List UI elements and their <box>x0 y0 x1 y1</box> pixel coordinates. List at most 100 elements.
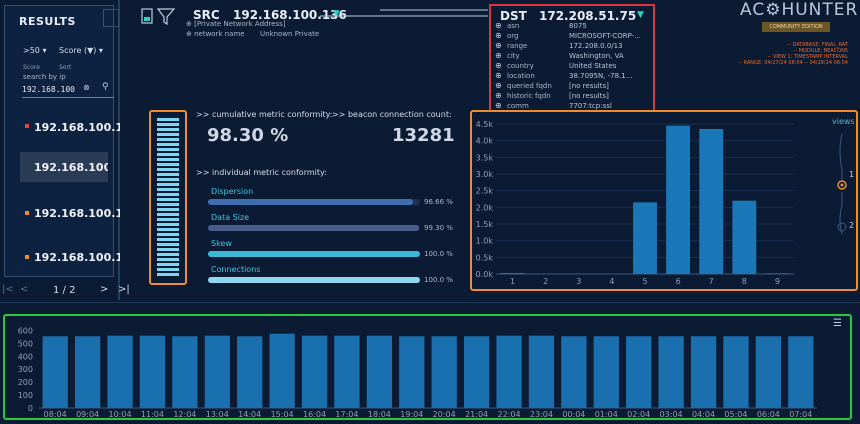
limit-caption: Score <box>23 64 40 71</box>
cumulative-value: 98.30 % <box>207 125 289 146</box>
timeline-bar <box>788 336 814 408</box>
x-tick-label: 02:04 <box>627 410 650 418</box>
expand-icon[interactable]: ⊕ <box>495 41 502 50</box>
expand-icon[interactable]: ⊕ <box>495 71 502 80</box>
src-label: SRC <box>193 8 220 22</box>
x-tick-label: 08:04 <box>44 410 67 418</box>
prev-page-icon[interactable]: < <box>20 284 29 295</box>
divider-line <box>0 302 860 303</box>
cumulative-meter-fill <box>157 118 179 276</box>
metric-label-connections: Connections <box>211 265 261 274</box>
results-title: RESULTS <box>19 15 76 28</box>
ip-search-input[interactable] <box>22 82 76 96</box>
dst-row-range: ⊕ range 172.208.0.0/13 <box>495 41 623 50</box>
sort-select[interactable]: Score (▼) ▾ <box>59 46 103 55</box>
timeline-bar <box>172 336 198 408</box>
cumulative-meter <box>149 110 187 285</box>
metric-fill <box>208 199 413 205</box>
last-page-icon[interactable]: >| <box>118 284 130 295</box>
metric-value-connections: 100.0 % <box>424 276 453 284</box>
search-icon[interactable]: ⚲ <box>102 82 109 92</box>
first-page-icon[interactable]: |< <box>2 284 14 295</box>
y-tick-label: 500 <box>18 339 33 348</box>
result-item-selected[interactable]: 192.168.100.136 <box>20 152 108 182</box>
result-marker-orange <box>25 211 29 215</box>
src-subtitle: ⊕ [Private Network Address] <box>186 20 286 28</box>
chevron-down-icon: ▾ <box>42 46 47 55</box>
ip-search-box: ⊗ ⚲ <box>22 80 114 98</box>
x-tick-label: 12:04 <box>173 410 196 418</box>
view-option-2[interactable]: 2 <box>849 221 855 230</box>
x-tick-label: 16:04 <box>303 410 326 418</box>
chevron-down-icon: ▾ <box>98 46 103 55</box>
x-tick-label: 23:04 <box>530 410 553 418</box>
results-collapse-button[interactable] <box>103 9 119 27</box>
sort-caption: Sort <box>59 64 72 71</box>
x-tick-label: 22:04 <box>498 410 521 418</box>
y-tick-label: 0 <box>28 404 33 413</box>
toolbar-icons <box>141 8 176 26</box>
x-tick-label: 17:04 <box>335 410 358 418</box>
individual-label: >> individual metric conformity: <box>196 168 327 177</box>
expand-icon[interactable]: ⊕ <box>495 21 502 30</box>
timeline-bar <box>107 335 133 408</box>
x-tick-label: 10:04 <box>109 410 132 418</box>
src-header-rule <box>320 9 488 17</box>
y-tick-label: 600 <box>18 326 33 335</box>
x-tick-label: 00:04 <box>562 410 585 418</box>
timeline-bar <box>431 336 457 408</box>
metric-value-dispersion: 96.66 % <box>424 198 453 206</box>
views-label: views <box>832 117 855 126</box>
slider-handle <box>837 180 847 190</box>
result-item[interactable]: 192.168.100.136 <box>34 206 120 220</box>
expand-icon[interactable]: ⊕ <box>495 61 502 70</box>
y-tick-label: 0.5k <box>476 253 494 262</box>
result-item[interactable]: 192.168.100.136 <box>34 250 120 264</box>
histogram-bar <box>699 129 724 274</box>
dst-row-location: ⊕ location 38.7095N, -78.1... <box>495 71 633 80</box>
x-tick-label: 15:04 <box>271 410 294 418</box>
meta-database: -- DATABASE: FINAL_RAT <box>787 42 848 48</box>
y-tick-label: 0.0k <box>476 270 494 279</box>
metric-value-data-size: 99.30 % <box>424 224 453 232</box>
result-limit-select[interactable]: >50 ▾ <box>23 46 47 55</box>
dst-filter-icon[interactable]: ▼ <box>637 10 644 20</box>
timeline-bar <box>626 336 652 408</box>
x-tick-label: 13:04 <box>206 410 229 418</box>
x-tick-label: 09:04 <box>76 410 99 418</box>
src-ip: 192.168.100.136 <box>233 8 347 22</box>
timeline-bar <box>269 333 295 408</box>
expand-icon[interactable]: ⊕ <box>495 101 502 110</box>
y-tick-label: 1.5k <box>476 220 494 229</box>
x-tick-label: 03:04 <box>660 410 683 418</box>
x-tick-label: 20:04 <box>433 410 456 418</box>
dst-panel: DST 172.208.51.75 ▼ ⊕ asn 8075 ⊕ org MICROSO… <box>489 4 655 112</box>
view-option-1[interactable]: 1 <box>849 170 855 179</box>
x-tick-label: 4 <box>609 277 614 286</box>
timeline-bar <box>237 336 263 408</box>
x-tick-label: 06:04 <box>757 410 780 418</box>
histogram-panel: 0.0k 0.5k 1.0k 1.5k 2.0k 2.5k 3.0k 3.5k 4.0k 4.5k… <box>470 110 858 291</box>
x-tick-label: 04:04 <box>692 410 715 418</box>
dst-label: DST <box>500 9 527 23</box>
metric-label-dispersion: Dispersion <box>211 187 254 196</box>
dst-row-historic-fqdn: ⊕ historic fqdn [no results] <box>495 91 609 100</box>
menu-icon[interactable]: ☰ <box>833 318 842 329</box>
x-tick-label: 3 <box>576 277 581 286</box>
expand-icon[interactable]: ⊕ <box>495 31 502 40</box>
edition-badge: COMMUNITY EDITION <box>762 22 830 32</box>
next-page-icon[interactable]: > <box>100 284 109 295</box>
result-item[interactable]: 192.168.100.136 <box>34 120 120 134</box>
expand-icon[interactable]: ⊕ <box>495 81 502 90</box>
expand-icon[interactable]: ⊕ <box>495 91 502 100</box>
timeline-bar <box>301 335 328 408</box>
views-slider[interactable] <box>830 130 854 240</box>
timeline-bar <box>658 336 684 408</box>
y-tick-label: 400 <box>18 352 33 361</box>
src-filter-icon[interactable]: ▼ <box>333 9 340 19</box>
divider-line <box>118 0 120 300</box>
metric-bar-data-size <box>208 225 420 231</box>
metric-label-data-size: Data Size <box>211 213 250 222</box>
clear-icon[interactable]: ⊗ <box>83 83 90 92</box>
expand-icon[interactable]: ⊕ <box>495 51 502 60</box>
